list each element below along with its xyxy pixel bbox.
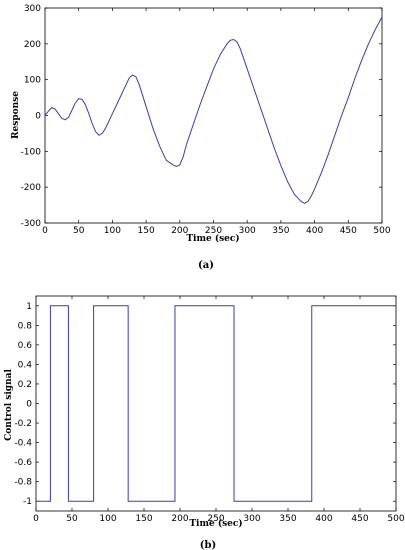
y-axis-title-b: Control signal	[4, 369, 14, 441]
x-tick-label: 500	[373, 226, 390, 236]
y-tick-label: 300	[24, 4, 41, 14]
x-tick-label: 150	[135, 514, 152, 524]
y-axis-ticks-a: 300 200 100 0 -100 -200 -300	[21, 4, 382, 229]
y-tick-label: 200	[24, 40, 41, 50]
x-tick-label: 400	[306, 226, 323, 236]
x-axis-ticks-b: 0 50 100 150 200 250 300 350 400 450 500	[33, 296, 405, 524]
x-tick-label: 250	[207, 514, 224, 524]
x-tick-label: 350	[279, 514, 296, 524]
x-tick-label: 200	[171, 514, 188, 524]
x-tick-label: 450	[351, 514, 368, 524]
x-tick-label: 350	[272, 226, 289, 236]
y-tick-label: 100	[24, 76, 41, 86]
x-axis-ticks-a: 0 50 100 150 200 250 300 350 400 450 500	[42, 8, 391, 236]
y-tick-label: -300	[21, 219, 42, 229]
y-tick-label: 0.4	[18, 360, 33, 370]
y-tick-label: -100	[21, 147, 42, 157]
y-tick-label: 0.8	[18, 321, 33, 331]
plot-frame-b	[35, 295, 397, 512]
x-tick-label: 0	[33, 514, 39, 524]
panel-label-b: (b)	[200, 540, 216, 550]
x-tick-label: 300	[243, 514, 260, 524]
y-tick-label: 1	[26, 302, 32, 312]
x-tick-label: 100	[99, 514, 116, 524]
y-tick-label: -0.4	[14, 439, 32, 449]
series-line-b	[36, 305, 396, 502]
y-tick-label: 0	[35, 112, 41, 122]
y-tick-label: -0.6	[14, 458, 32, 468]
y-tick-label: 0.2	[18, 380, 32, 390]
x-tick-label: 200	[171, 226, 188, 236]
x-axis-title-a: Time (sec)	[186, 233, 239, 244]
series-line-a	[44, 16, 383, 204]
chart-panel-b: 0 50 100 150 200 250 300 350 400 450 500 1 0.8 0.6 0.…	[4, 295, 405, 550]
y-axis-ticks-b: 1 0.8 0.6 0.4 0.2 0 -0.2 -0.4 -0.6 -0.8 -1	[14, 302, 396, 507]
y-tick-label: 0.6	[18, 341, 33, 351]
x-tick-label: 400	[315, 514, 332, 524]
y-tick-label: -200	[21, 183, 42, 193]
x-tick-label: 100	[104, 226, 121, 236]
plot-frame-a	[44, 7, 383, 224]
y-tick-label: 0	[26, 400, 32, 410]
x-tick-label: 300	[239, 226, 256, 236]
series-a	[44, 16, 383, 204]
x-tick-label: 0	[42, 226, 48, 236]
y-tick-label: -0.2	[14, 419, 32, 429]
x-tick-label: 50	[66, 514, 78, 524]
y-axis-title-a: Response	[11, 91, 21, 139]
series-b	[36, 305, 396, 502]
panel-label-a: (a)	[198, 260, 214, 271]
x-axis-title-b: Time (sec)	[189, 518, 242, 529]
y-tick-label: -1	[23, 497, 32, 507]
chart-panel-a: 0 50 100 150 200 250 300 350 400 450 500 300 200 100…	[11, 4, 391, 271]
x-tick-label: 50	[73, 226, 85, 236]
x-tick-label: 250	[205, 226, 222, 236]
y-tick-label: -0.8	[14, 478, 32, 488]
x-tick-label: 500	[387, 514, 404, 524]
x-tick-label: 150	[138, 226, 155, 236]
x-tick-label: 450	[340, 226, 357, 236]
